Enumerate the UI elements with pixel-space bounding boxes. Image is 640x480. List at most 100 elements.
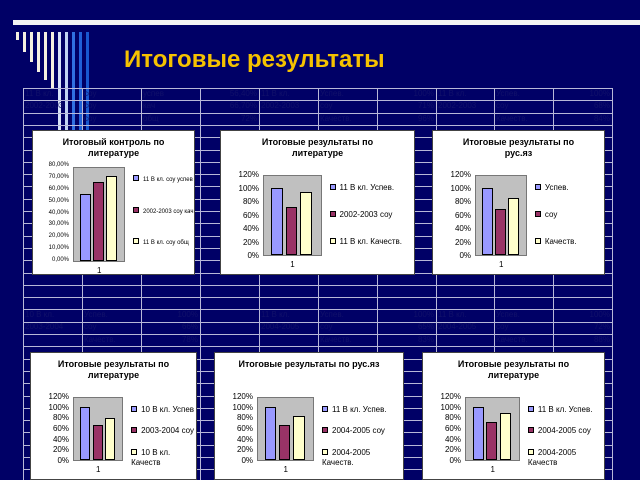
grid-line	[23, 321, 613, 323]
legend-label: 10 В кл. Качеств	[131, 447, 171, 467]
table-cell	[438, 113, 493, 125]
table-cell: Успев.	[496, 310, 520, 319]
y-tick-label: 80%	[444, 413, 461, 423]
legend-label: 11 В кл. Успев.	[537, 405, 593, 414]
legend-item: 2003-2004 соу	[131, 426, 196, 436]
y-tick-label: 20%	[236, 445, 253, 455]
grid-line	[377, 88, 378, 480]
y-tick-label: 0%	[459, 251, 471, 260]
y-tick-label: 20%	[242, 237, 259, 247]
y-tick-label: 80%	[454, 197, 471, 206]
y-tick-label: 40,00%	[48, 209, 69, 216]
legend-item: 11 В кл. Успев.	[329, 183, 415, 193]
stripe	[51, 32, 54, 88]
legend-label: 2004-2005 соу	[332, 426, 385, 436]
table-cell: 2004-2005	[261, 322, 300, 332]
table-cell: 66%	[181, 322, 198, 332]
legend-swatch	[322, 406, 328, 412]
legend-label: 10 В кл. Успев	[141, 405, 195, 414]
table-cell: Успев.	[496, 89, 520, 98]
table-cell: соу	[496, 322, 509, 332]
legend-swatch	[131, 406, 138, 412]
legend-label: 11 В кл. соу успев	[143, 177, 193, 183]
bar	[300, 192, 312, 255]
bar	[264, 406, 277, 460]
legend-swatch	[527, 427, 534, 434]
bar	[92, 424, 103, 460]
legend-swatch	[534, 238, 541, 244]
y-tick-label: 40%	[454, 224, 471, 233]
legend-label: 2003-2004 соу	[141, 426, 195, 436]
plot-area	[73, 167, 125, 262]
stripe	[16, 32, 19, 40]
legend-swatch	[322, 427, 328, 434]
bar	[93, 181, 104, 261]
x-tick-label: 1	[498, 260, 504, 269]
legend-label: 2004-2005 Качеств	[527, 447, 577, 467]
y-tick-label: 120%	[440, 392, 461, 401]
grid-line	[200, 88, 201, 480]
y-tick-label: 0%	[449, 456, 461, 465]
legend-item: 2004-2005 соу	[322, 426, 403, 436]
chart-title: Итоговые результаты по рус.яз	[462, 137, 575, 158]
table-cell: 68%	[593, 101, 610, 111]
y-tick-label: 20%	[52, 445, 69, 455]
legend-label: 11 В кл. Успев.	[339, 183, 395, 192]
legend-label: Качеств.	[544, 237, 577, 246]
table-cell: 78%	[181, 334, 198, 344]
table-cell: 88%	[593, 334, 610, 344]
table-cell: 2002-2003	[438, 101, 477, 111]
x-tick-label: 1	[283, 465, 288, 474]
chart-panel: Итоговые результаты по литературе 0% 20% 40…	[422, 352, 605, 480]
title-rule	[13, 20, 640, 25]
table-cell	[25, 113, 80, 125]
y-tick-label: 100%	[48, 402, 69, 412]
legend-swatch	[527, 448, 534, 455]
table-cell: соу	[84, 113, 97, 123]
bar	[293, 415, 305, 460]
y-tick-label: 50,00%	[48, 197, 69, 204]
y-tick-label: 80%	[236, 413, 253, 423]
table-cell: Качеств.	[320, 113, 352, 123]
legend-item: 10 В кл. Успев	[131, 405, 196, 415]
table-cell: 2002-2003	[261, 101, 300, 111]
y-tick-label: 40%	[242, 224, 259, 233]
table-cell: 11 В кл.	[261, 310, 290, 319]
bar	[482, 187, 493, 255]
grid-line	[553, 88, 554, 480]
legend-item: Успев.	[534, 183, 604, 193]
table-cell: 2002-2003	[25, 101, 64, 111]
grid-line	[23, 346, 613, 348]
chart-title: Итоговый контроль по литературе	[62, 137, 165, 158]
y-tick-label: 20%	[444, 445, 461, 455]
y-tick-label: 40%	[52, 434, 69, 444]
legend-item: 2004-2005 Качеств.	[322, 448, 403, 468]
legend-label: 2002-2003 соу кач	[143, 208, 194, 215]
grid-line	[23, 284, 613, 286]
stripe	[86, 32, 89, 142]
bar	[472, 406, 484, 460]
table-cell: Успев.	[320, 89, 344, 98]
legend-swatch	[131, 448, 138, 455]
y-tick-label: 0%	[57, 456, 69, 465]
table-cell: 11 В кл.	[261, 89, 290, 98]
y-tick-label: 60,00%	[48, 185, 69, 192]
stripe	[79, 32, 82, 142]
table-cell: Успев.	[84, 310, 108, 319]
chart-title: Итоговые результаты по литературе	[261, 137, 374, 158]
table-cell: 11 В кл.	[438, 89, 467, 98]
legend-label: 11 В кл. соу общ	[143, 240, 189, 247]
legend-item: 2002-2003 соу кач	[133, 206, 194, 217]
y-tick-label: 10,00%	[48, 245, 69, 252]
grid-line	[23, 309, 613, 311]
grid-line	[23, 88, 613, 89]
table-cell: соу	[84, 101, 97, 111]
bar	[495, 209, 506, 255]
table-cell: общ	[143, 113, 159, 123]
slide-title: Итоговые результаты	[124, 46, 385, 73]
legend-item: 2004-2005 соу	[527, 426, 604, 436]
y-tick-label: 0%	[241, 456, 253, 465]
legend-swatch	[322, 448, 328, 455]
table-cell: 100%	[413, 310, 434, 319]
grid-line	[259, 88, 260, 480]
